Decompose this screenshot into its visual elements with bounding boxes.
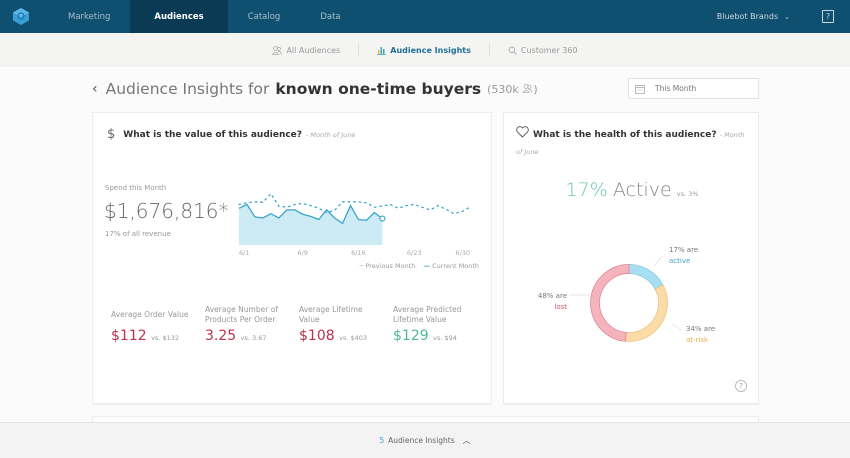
count-close: ) — [533, 82, 538, 96]
chart-legend: ┄ Previous Month — Current Month — [359, 262, 479, 270]
title-prefix: Audience Insights for — [105, 80, 270, 98]
chevron-up-icon: ︿ — [462, 436, 471, 445]
nav-tab-audiences[interactable]: Audiences — [130, 0, 228, 33]
active-compare: vs. 3% — [676, 190, 699, 198]
spend-label: Spend this Month — [105, 184, 167, 192]
legend-previous-month: ┄ Previous Month — [359, 262, 416, 270]
health-card-title: What is the health of this audience? — [533, 130, 717, 140]
subnav-label: Customer 360 — [520, 45, 578, 55]
audience-name: known one-time buyers — [275, 80, 482, 98]
donut-label-pct: 17% are — [669, 246, 698, 254]
metric-compare: vs. $403 — [339, 334, 368, 342]
metric-number: $108 — [299, 328, 335, 344]
subnav-label: All Audiences — [286, 45, 341, 55]
spend-line-chart: 6/1 6/9 6/16 6/23 6/30 — [238, 192, 471, 257]
value-card: $ What is the value of this audience? - … — [92, 112, 492, 404]
value-card-title: What is the value of this audience? — [123, 129, 303, 140]
date-filter-value: This Month — [655, 84, 697, 93]
donut-slice-at-risk — [624, 284, 668, 342]
donut-label-pct: 48% are — [538, 292, 567, 300]
audience-count-value: (530k — [487, 82, 519, 96]
donut-label-name: active — [669, 257, 690, 265]
metric-label: Average Lifetime Value — [299, 305, 363, 324]
legend-current-month: — Current Month — [423, 262, 479, 270]
bar-chart-icon — [377, 46, 387, 55]
metric-compare: vs. $94 — [433, 334, 457, 342]
subnav-label: Audience Insights — [390, 45, 471, 55]
subnav-audience-insights[interactable]: Audience Insights — [359, 42, 489, 58]
page-title: ‹ Audience Insights for known one-time b… — [92, 80, 538, 98]
metric-label: Average Order Value — [111, 310, 189, 319]
metric-value: $129 vs. $94 — [393, 328, 457, 344]
metric-compare: vs. 3.67 — [240, 334, 267, 342]
health-donut-chart: 17% are active 34% are at-risk 48% are lost — [538, 246, 715, 344]
top-nav: Marketing Audiences Catalog Data Bluebot… — [0, 0, 850, 33]
dollar-icon: $ — [107, 127, 116, 142]
subnav-customer-360[interactable]: Customer 360 — [490, 42, 596, 58]
sub-nav: All Audiences Audience Insights Customer… — [0, 33, 850, 67]
metric-number: 3.25 — [205, 328, 237, 344]
active-percent: 17% — [565, 179, 608, 201]
label-leader-line — [653, 255, 663, 267]
current-month-area — [239, 204, 383, 245]
metric-value: $108 vs. $403 — [299, 328, 367, 344]
account-name: Bluebot Brands — [716, 12, 779, 21]
date-filter[interactable]: This Month — [628, 78, 759, 99]
spend-note: 17% of all revenue — [105, 230, 171, 238]
donut-label-name: lost — [554, 303, 567, 311]
people-icon — [522, 83, 533, 93]
x-tick-label: 6/23 — [407, 249, 422, 257]
help-circle-icon[interactable]: ? — [735, 380, 747, 392]
active-summary: 17% Active vs. 3% — [504, 179, 760, 201]
x-tick-label: 6/30 — [455, 249, 470, 257]
insights-label: Audience Insights — [388, 436, 455, 445]
donut-slice-active — [628, 264, 664, 290]
x-tick-label: 6/9 — [297, 249, 307, 257]
insights-count: 5 — [379, 436, 385, 445]
x-tick-label: 6/1 — [239, 249, 249, 257]
metric-value: 3.25 vs. 3.67 — [205, 328, 266, 344]
legend-label: Current Month — [432, 262, 479, 270]
account-dropdown[interactable]: Bluebot Brands ⌄ — [717, 0, 790, 33]
x-tick-label: 6/16 — [351, 249, 366, 257]
donut-label-name: at-risk — [686, 336, 709, 344]
previous-month-line — [238, 192, 471, 215]
health-card-subtitle: - Month of June — [516, 131, 745, 156]
value-card-subtitle: - Month of June — [306, 130, 356, 139]
search-icon — [508, 46, 517, 55]
nav-tab-catalog[interactable]: Catalog — [247, 11, 281, 22]
health-card: What is the health of this audience? - M… — [503, 112, 759, 404]
nav-tab-marketing[interactable]: Marketing — [68, 11, 111, 22]
back-button[interactable]: ‹ — [92, 81, 98, 97]
help-icon[interactable]: ? — [822, 10, 834, 23]
metric-value: $112 vs. $132 — [111, 328, 179, 344]
health-card-header: What is the health of this audience? - M… — [516, 126, 751, 161]
metric-number: $129 — [393, 328, 429, 344]
spend-value: $1,676,816* — [104, 199, 229, 223]
donut-slice-lost — [590, 264, 630, 342]
legend-label: Previous Month — [365, 262, 416, 270]
people-icon — [272, 45, 283, 55]
metric-label: Average Predicted Lifetime Value — [393, 305, 462, 324]
value-card-header: $ What is the value of this audience? - … — [107, 127, 355, 142]
divider — [488, 43, 490, 57]
current-month-endpoint — [379, 215, 386, 222]
label-leader-line — [671, 323, 683, 331]
metric-compare: vs. $132 — [151, 334, 180, 342]
calendar-icon — [635, 84, 645, 94]
donut-label-pct: 34% are — [686, 325, 715, 333]
subnav-all-audiences[interactable]: All Audiences — [254, 42, 358, 58]
divider — [358, 43, 360, 57]
logo-icon[interactable] — [6, 0, 36, 33]
nav-tab-data[interactable]: Data — [320, 11, 341, 22]
active-word: Active — [612, 179, 672, 201]
chevron-down-icon: ⌄ — [784, 12, 790, 21]
insights-drawer-toggle[interactable]: 5 Audience Insights ︿ — [0, 422, 850, 458]
metric-label: Average Number of Products Per Order — [205, 305, 278, 324]
audience-count: (530k ) — [487, 83, 537, 96]
heart-icon — [516, 126, 529, 138]
current-month-line — [238, 203, 383, 225]
metric-number: $112 — [111, 328, 147, 344]
